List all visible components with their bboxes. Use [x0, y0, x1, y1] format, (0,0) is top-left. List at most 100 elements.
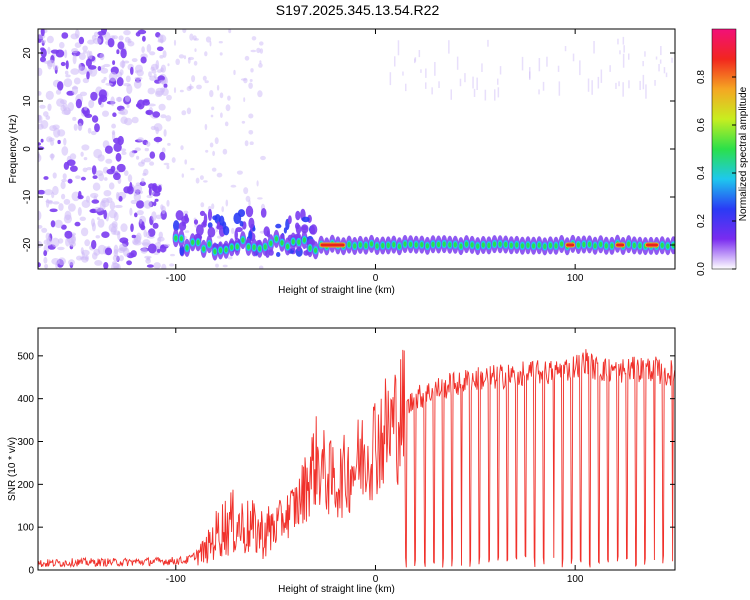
- noise-blob: [77, 122, 83, 131]
- noise-blob: [117, 41, 125, 50]
- noise-blob: [149, 151, 156, 159]
- noise-streak: [529, 71, 531, 79]
- noise-blob: [52, 124, 60, 130]
- noise-blob: [82, 50, 88, 54]
- track-peak: [392, 242, 396, 248]
- track-peak: [314, 247, 318, 253]
- track-peak: [437, 241, 441, 248]
- noise-blob: [98, 173, 105, 182]
- track-peak: [476, 243, 480, 249]
- noise-blob: [130, 223, 134, 232]
- noise-blob: [101, 199, 107, 204]
- noise-blob: [116, 163, 126, 173]
- noise-blob: [104, 247, 113, 256]
- noise-blob: [65, 74, 71, 78]
- track-peak: [431, 241, 435, 247]
- noise-blob: [44, 189, 53, 196]
- noise-blob: [91, 34, 97, 41]
- spectrogram-ytick-label: -10: [22, 189, 33, 204]
- noise-blob: [211, 106, 215, 111]
- noise-blob: [103, 209, 107, 220]
- noise-blob: [135, 103, 142, 108]
- track-peak: [453, 242, 457, 248]
- noise-streak: [494, 89, 496, 101]
- track-peak: [274, 236, 278, 242]
- noise-blob: [78, 190, 82, 199]
- noise-blob: [159, 55, 164, 59]
- noise-streak: [558, 81, 561, 96]
- noise-blob: [82, 45, 88, 52]
- noise-blob: [199, 175, 204, 181]
- noise-streak: [499, 66, 502, 75]
- noise-blob: [159, 244, 167, 253]
- noise-streak: [591, 80, 593, 95]
- noise-blob: [129, 181, 133, 192]
- noise-blob: [61, 178, 67, 183]
- track-peak: [185, 245, 189, 251]
- noise-blob: [81, 199, 91, 208]
- noise-blob: [189, 33, 194, 41]
- noise-blob: [136, 155, 140, 160]
- noise-blob: [179, 89, 184, 93]
- noise-streak: [497, 87, 500, 98]
- noise-blob: [175, 58, 180, 65]
- noise-blob: [146, 141, 151, 147]
- noise-blob: [86, 50, 91, 59]
- noise-blob: [114, 204, 123, 209]
- signal-blob: [288, 215, 292, 225]
- noise-blob: [142, 35, 146, 42]
- noise-streak: [448, 40, 450, 54]
- noise-blob: [81, 249, 90, 256]
- track-peak: [246, 244, 251, 250]
- noise-blob: [63, 78, 73, 88]
- track-peak: [537, 242, 541, 248]
- noise-blob: [155, 87, 165, 96]
- noise-blob: [248, 82, 253, 89]
- noise-blob: [97, 31, 107, 36]
- noise-blob: [71, 191, 81, 202]
- noise-streak: [414, 57, 417, 62]
- track-peak: [409, 241, 413, 247]
- noise-blob: [204, 80, 209, 84]
- noise-blob: [61, 224, 67, 230]
- noise-streak: [615, 82, 617, 89]
- noise-blob: [157, 69, 162, 73]
- track-peak: [235, 244, 239, 250]
- noise-blob: [118, 110, 126, 115]
- noise-blob: [248, 113, 254, 119]
- noise-blob: [113, 265, 118, 269]
- noise-blob: [211, 203, 215, 210]
- noise-blob: [188, 56, 195, 61]
- noise-blob: [86, 167, 92, 171]
- noise-streak: [593, 41, 595, 54]
- noise-blob: [153, 136, 163, 143]
- noise-blob: [127, 40, 135, 47]
- signal-blob: [239, 220, 244, 227]
- noise-blob: [191, 75, 196, 83]
- noise-streak: [639, 80, 641, 90]
- noise-blob: [45, 199, 53, 204]
- noise-blob: [146, 194, 153, 199]
- noise-blob: [111, 131, 116, 141]
- noise-blob: [165, 115, 172, 122]
- noise-streak: [546, 56, 548, 67]
- noise-blob: [163, 162, 170, 166]
- track-peak: [202, 246, 206, 252]
- noise-blob: [154, 198, 159, 202]
- noise-streak: [619, 50, 621, 55]
- strong-segment-core: [320, 243, 345, 247]
- noise-blob: [162, 50, 167, 58]
- noise-blob: [104, 31, 111, 41]
- track-peak: [241, 237, 245, 243]
- noise-blob: [94, 123, 100, 133]
- noise-blob: [195, 177, 200, 184]
- noise-blob: [136, 200, 145, 209]
- noise-blob: [80, 227, 89, 237]
- noise-blob: [157, 39, 164, 43]
- noise-blob: [69, 241, 76, 247]
- noise-blob: [79, 216, 87, 221]
- noise-blob: [45, 90, 54, 100]
- noise-blob: [104, 177, 108, 181]
- signal-blob: [175, 210, 184, 221]
- noise-blob: [118, 35, 124, 41]
